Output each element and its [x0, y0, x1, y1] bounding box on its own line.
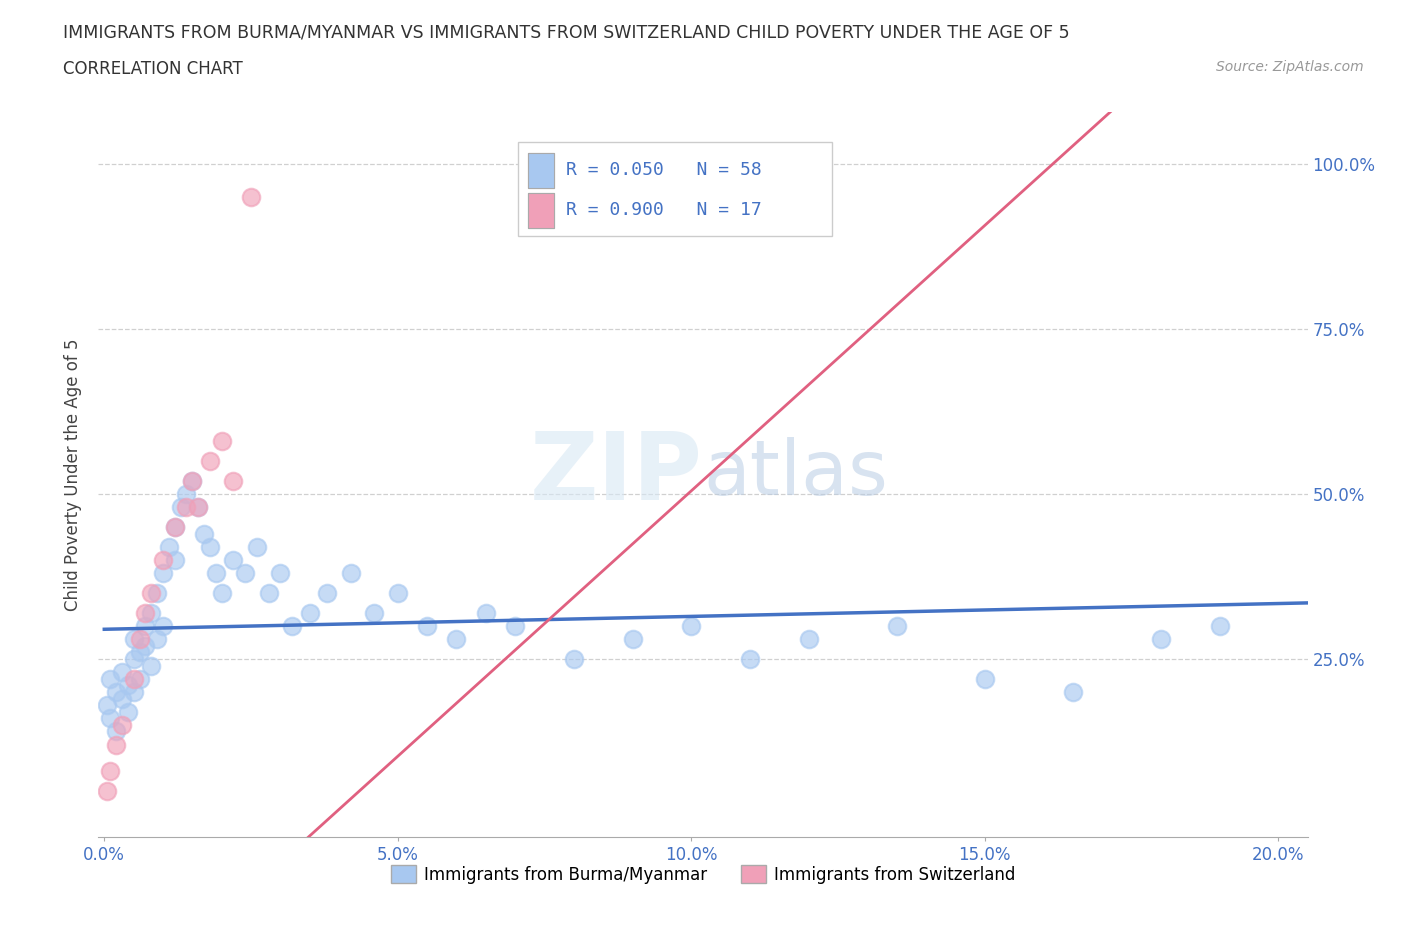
Point [257, 586, 280, 601]
FancyBboxPatch shape [527, 193, 554, 228]
Point [340, 565, 363, 580]
Point [269, 565, 291, 580]
Point [111, 717, 134, 732]
Point [122, 631, 145, 646]
Point [111, 691, 134, 706]
Point [503, 618, 526, 633]
Point [128, 671, 150, 686]
Point [117, 678, 139, 693]
Point [475, 605, 498, 620]
Point [1150, 631, 1173, 646]
Point [222, 552, 245, 567]
FancyBboxPatch shape [527, 153, 554, 188]
Point [169, 499, 191, 514]
Text: ZIP: ZIP [530, 429, 703, 520]
Point [1208, 618, 1230, 633]
Point [233, 565, 256, 580]
Point [298, 605, 321, 620]
FancyBboxPatch shape [527, 193, 554, 228]
Point [187, 499, 209, 514]
Point [163, 552, 186, 567]
Point [111, 665, 134, 680]
Point [316, 586, 339, 601]
Point [152, 565, 174, 580]
Point [973, 671, 995, 686]
FancyBboxPatch shape [527, 153, 554, 188]
Point [240, 190, 263, 205]
Point [446, 631, 468, 646]
Point [797, 631, 820, 646]
Point [562, 652, 585, 667]
Point [152, 618, 174, 633]
Point [134, 618, 156, 633]
Point [187, 499, 209, 514]
Point [157, 539, 180, 554]
Point [176, 486, 198, 501]
Point [141, 658, 163, 673]
Point [163, 520, 186, 535]
Text: IMMIGRANTS FROM BURMA/MYANMAR VS IMMIGRANTS FROM SWITZERLAND CHILD POVERTY UNDER: IMMIGRANTS FROM BURMA/MYANMAR VS IMMIGRA… [63, 23, 1070, 41]
Point [387, 586, 409, 601]
Point [96, 783, 118, 798]
Point [181, 473, 204, 488]
Point [96, 698, 118, 712]
Y-axis label: Child Poverty Under the Age of 5: Child Poverty Under the Age of 5 [65, 338, 83, 611]
FancyBboxPatch shape [517, 142, 832, 236]
Point [141, 586, 163, 601]
Text: Source: ZipAtlas.com: Source: ZipAtlas.com [1216, 60, 1364, 74]
Point [211, 434, 233, 449]
Point [1062, 684, 1084, 699]
Text: atlas: atlas [703, 437, 887, 512]
Point [122, 684, 145, 699]
Point [105, 737, 128, 752]
Point [211, 586, 233, 601]
Text: R = 0.050   N = 58: R = 0.050 N = 58 [567, 162, 762, 179]
Point [146, 586, 169, 601]
Legend: Immigrants from Burma/Myanmar, Immigrants from Switzerland: Immigrants from Burma/Myanmar, Immigrant… [384, 858, 1022, 890]
Point [416, 618, 439, 633]
Point [163, 520, 186, 535]
Point [122, 671, 145, 686]
Text: CORRELATION CHART: CORRELATION CHART [63, 60, 243, 78]
Point [128, 644, 150, 659]
Point [141, 605, 163, 620]
Text: R = 0.900   N = 17: R = 0.900 N = 17 [567, 201, 762, 219]
Point [146, 631, 169, 646]
Point [176, 499, 198, 514]
Point [886, 618, 908, 633]
Point [105, 724, 128, 739]
Point [105, 684, 128, 699]
Point [152, 552, 174, 567]
Point [128, 631, 150, 646]
Point [681, 618, 703, 633]
Point [98, 711, 121, 725]
Point [363, 605, 385, 620]
Point [134, 638, 156, 653]
Point [621, 631, 644, 646]
Point [117, 704, 139, 719]
Point [181, 473, 204, 488]
Point [198, 539, 221, 554]
Point [134, 605, 156, 620]
Point [198, 454, 221, 469]
Point [204, 565, 226, 580]
Point [246, 539, 269, 554]
Point [98, 671, 121, 686]
Point [222, 473, 245, 488]
Point [738, 652, 761, 667]
Point [122, 652, 145, 667]
Point [281, 618, 304, 633]
Point [98, 764, 121, 778]
Point [193, 526, 215, 541]
